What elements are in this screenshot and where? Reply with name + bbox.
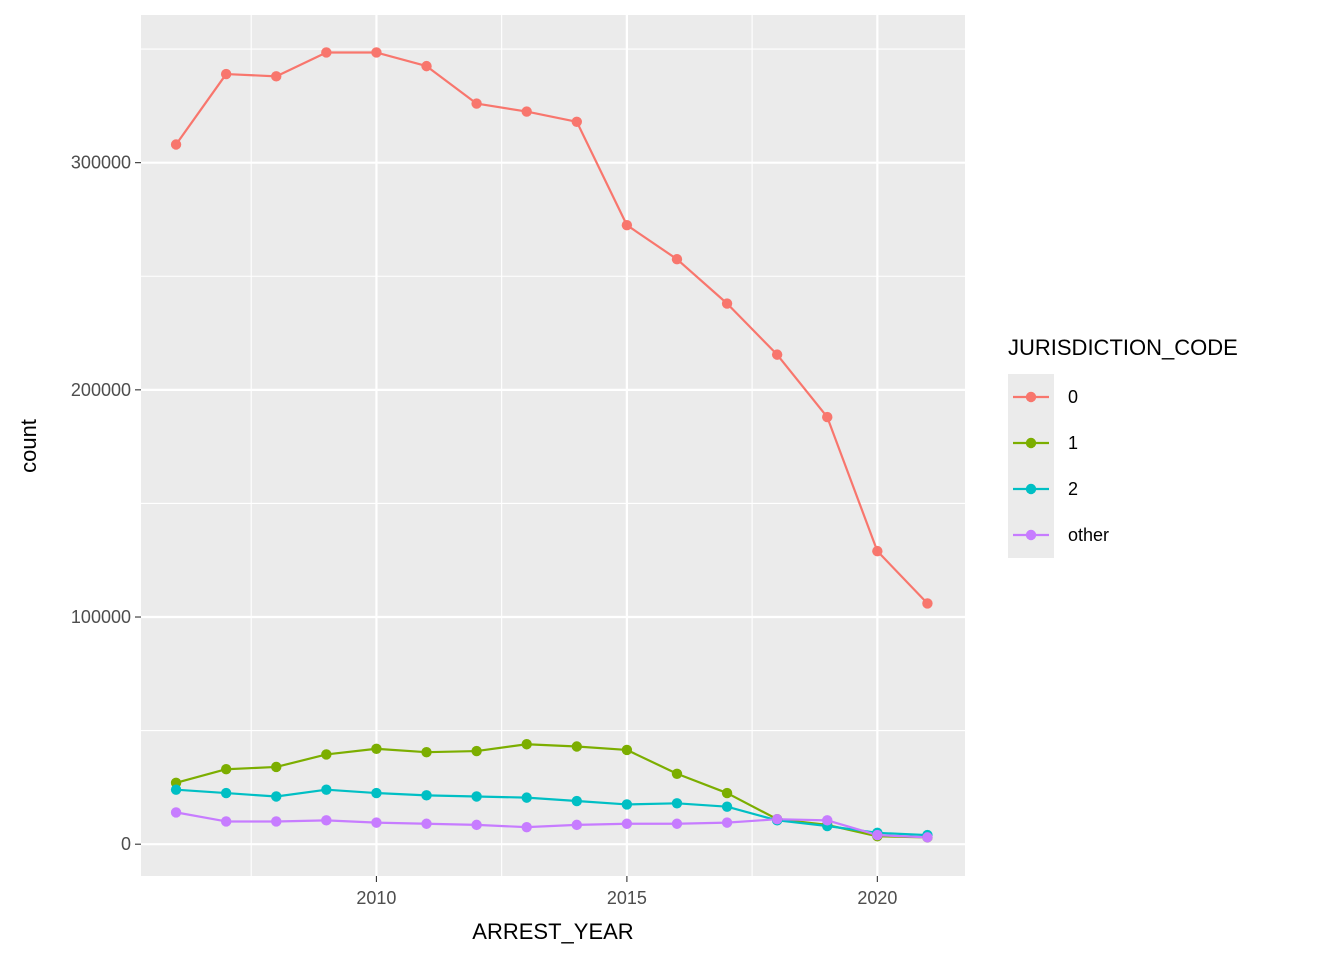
data-point-0 — [271, 71, 282, 82]
data-point-other — [271, 816, 282, 827]
data-point-0 — [671, 254, 683, 265]
data-point-1 — [721, 787, 733, 799]
data-point-other — [220, 816, 232, 827]
data-point-0 — [471, 98, 482, 109]
data-point-0 — [421, 60, 432, 72]
data-point-1 — [421, 746, 432, 758]
legend-label-2: 2 — [1068, 479, 1078, 499]
data-point-0 — [872, 545, 883, 557]
data-point-1 — [220, 764, 232, 775]
series-line-0 — [175, 51, 929, 605]
data-point-other — [521, 821, 532, 833]
data-point-other — [571, 819, 582, 831]
data-point-1 — [621, 744, 633, 756]
data-point-2 — [571, 795, 582, 807]
data-point-0 — [771, 349, 783, 360]
y-tick-label: 300000 — [71, 153, 131, 173]
series-line-1 — [175, 743, 928, 839]
data-point-other — [671, 818, 683, 829]
data-point-2 — [721, 801, 733, 812]
data-point-0 — [321, 47, 332, 58]
data-point-0 — [922, 598, 933, 609]
data-point-other — [321, 815, 332, 826]
series-points — [170, 47, 933, 843]
data-point-1 — [271, 761, 282, 773]
data-point-0 — [521, 106, 532, 117]
data-point-other — [822, 815, 833, 826]
x-tick-label: 2010 — [356, 888, 396, 908]
data-point-0 — [571, 116, 582, 127]
data-point-1 — [471, 745, 482, 757]
data-point-other — [471, 819, 482, 831]
y-tick-label: 200000 — [71, 380, 131, 400]
legend-keys: 0 1 2 other — [1008, 374, 1109, 558]
legend-key-point-0 — [1025, 391, 1037, 403]
major-gridlines — [141, 15, 965, 876]
series-lines — [175, 51, 929, 839]
data-point-1 — [321, 749, 332, 760]
data-point-2 — [321, 784, 332, 795]
data-point-other — [771, 814, 783, 825]
y-axis: 0 100000 200000 300000 — [71, 153, 141, 854]
legend-label-other: other — [1068, 525, 1109, 545]
x-tick-label: 2015 — [607, 888, 647, 908]
y-tick-label: 0 — [121, 834, 131, 854]
legend-title: JURISDICTION_CODE — [1008, 335, 1238, 360]
minor-gridlines — [141, 15, 965, 876]
data-point-2 — [421, 790, 432, 801]
data-point-1 — [371, 743, 382, 754]
data-point-other — [371, 817, 382, 828]
series-line-2 — [175, 788, 928, 837]
data-point-0 — [822, 411, 833, 423]
data-point-0 — [220, 68, 232, 80]
data-point-2 — [671, 798, 683, 809]
x-tick-label: 2020 — [857, 888, 897, 908]
data-point-0 — [371, 47, 382, 58]
data-point-2 — [621, 799, 633, 810]
data-point-other — [922, 832, 933, 843]
data-point-1 — [571, 741, 582, 752]
data-point-2 — [220, 787, 232, 799]
data-point-2 — [271, 791, 282, 802]
legend: JURISDICTION_CODE 0 1 2 other — [1008, 335, 1238, 558]
data-point-2 — [371, 787, 382, 799]
legend-key-point-2 — [1025, 483, 1037, 495]
x-axis: 2010 2015 2020 — [356, 876, 897, 908]
y-tick-label: 100000 — [71, 607, 131, 627]
data-point-0 — [721, 298, 733, 309]
data-point-other — [421, 818, 432, 829]
data-point-1 — [671, 768, 683, 779]
legend-key-point-other — [1025, 529, 1037, 541]
data-point-2 — [521, 792, 532, 803]
plot-panel — [141, 15, 965, 876]
data-point-0 — [170, 139, 182, 150]
series-line-other — [175, 811, 928, 839]
data-point-0 — [621, 219, 633, 231]
legend-key-point-1 — [1025, 437, 1037, 449]
legend-label-0: 0 — [1068, 387, 1078, 407]
x-axis-title: ARREST_YEAR — [472, 919, 633, 944]
data-point-other — [721, 817, 733, 828]
data-point-other — [621, 818, 633, 829]
data-point-other — [170, 807, 182, 818]
data-point-2 — [170, 784, 182, 795]
data-point-1 — [521, 739, 532, 750]
data-point-2 — [471, 791, 482, 802]
legend-label-1: 1 — [1068, 433, 1078, 453]
data-point-other — [872, 829, 883, 841]
legend-key-background — [1008, 374, 1054, 558]
y-axis-title: count — [16, 419, 41, 473]
